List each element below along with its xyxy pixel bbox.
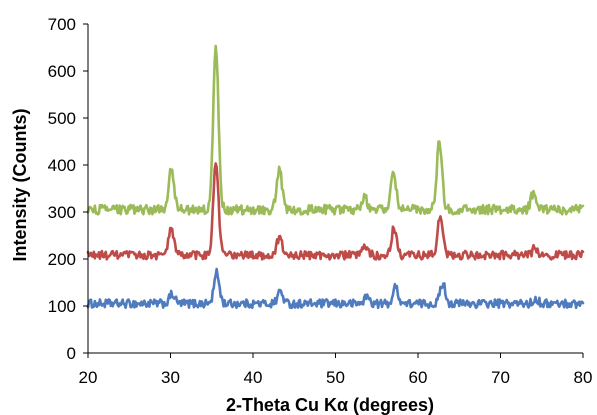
y-axis-title: Intensity (Counts): [10, 109, 30, 262]
y-ticks: 0 100 200 300 400 500 600 700: [48, 15, 88, 363]
series-line-3: [86, 44, 585, 216]
series-group: [86, 44, 585, 310]
x-tick-label: 40: [244, 368, 263, 387]
plot-area: 0 100 200 300 400 500 600 700 20 30 40 50 60 70 80: [48, 15, 593, 387]
x-tick-label: 70: [491, 368, 510, 387]
x-tick-label: 30: [161, 368, 180, 387]
series-line-1: [86, 267, 585, 310]
y-tick-label: 0: [67, 344, 76, 363]
x-tick-label: 50: [326, 368, 345, 387]
y-tick-label: 500: [48, 109, 76, 128]
x-tick-label: 80: [574, 368, 593, 387]
y-tick-label: 700: [48, 15, 76, 34]
y-tick-label: 400: [48, 156, 76, 175]
series-line-2: [86, 162, 585, 261]
x-tick-label: 20: [79, 368, 98, 387]
x-axis-title: 2-Theta Cu Kα (degrees): [226, 395, 434, 415]
y-tick-label: 200: [48, 250, 76, 269]
y-tick-label: 600: [48, 62, 76, 81]
x-ticks: 20 30 40 50 60 70 80: [79, 353, 593, 387]
x-tick-label: 60: [409, 368, 428, 387]
y-tick-label: 300: [48, 203, 76, 222]
y-tick-label: 100: [48, 297, 76, 316]
